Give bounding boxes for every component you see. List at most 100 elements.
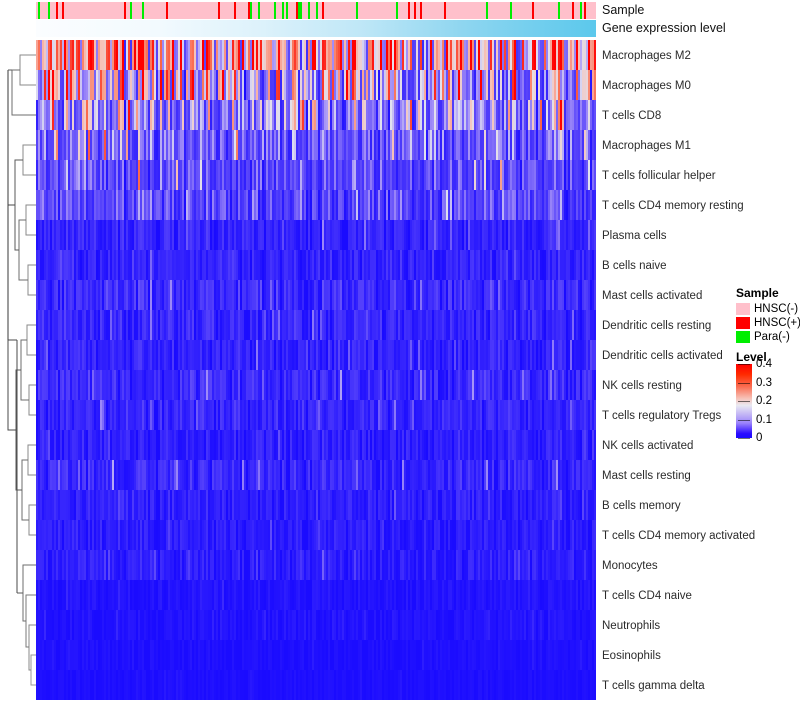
heatmap-cell [126, 40, 129, 70]
heatmap-cell [378, 160, 381, 190]
heatmap-cell [252, 40, 255, 70]
heatmap-cell [332, 70, 335, 100]
sample-stripe [584, 2, 586, 19]
heatmap-cell [288, 70, 291, 100]
heatmap-cell [562, 100, 565, 130]
heatmap-cell [422, 160, 425, 190]
heatmap-cell [248, 40, 251, 70]
heatmap-cell [386, 40, 389, 70]
heatmap-cell [428, 130, 431, 160]
heatmap-cell [518, 40, 521, 70]
heatmap-cell [222, 100, 225, 130]
heatmap-cell [106, 130, 109, 160]
heatmap-cell [366, 100, 369, 130]
heatmap-cell [158, 130, 161, 160]
heatmap-cell [112, 40, 115, 70]
heatmap-cell [46, 100, 49, 130]
heatmap-cell [144, 160, 147, 190]
heatmap-cell [594, 340, 596, 370]
heatmap-cell [150, 190, 153, 220]
heatmap-cell [184, 160, 187, 190]
heatmap-cell [230, 190, 233, 220]
heatmap-cell [442, 100, 445, 130]
heatmap-cell [254, 70, 257, 100]
heatmap-cell [170, 70, 173, 100]
heatmap-cell [60, 190, 63, 220]
heatmap-cell [46, 190, 49, 220]
heatmap-cell [586, 100, 589, 130]
heatmap-cell [160, 130, 163, 160]
heatmap-cell [234, 190, 237, 220]
heatmap-cell [40, 190, 43, 220]
heatmap-cell [250, 100, 253, 130]
sample-stripe [420, 2, 422, 19]
heatmap-cell [592, 130, 595, 160]
heatmap-cell [510, 70, 513, 100]
heatmap-cell [376, 100, 379, 130]
heatmap-cell [122, 160, 125, 190]
heatmap-cell [190, 130, 193, 160]
heatmap-cell [124, 160, 127, 190]
heatmap-cell [120, 130, 123, 160]
heatmap-cell [468, 130, 471, 160]
heatmap-cell [290, 70, 293, 100]
heatmap-cell [392, 70, 395, 100]
sample-stripe [248, 2, 250, 19]
heatmap-cell [198, 190, 201, 220]
heatmap-cell [448, 100, 451, 130]
heatmap-cell [220, 190, 223, 220]
heatmap-cell [206, 190, 209, 220]
heatmap-cell [116, 130, 119, 160]
heatmap-cell [518, 70, 521, 100]
heatmap-cell [566, 130, 569, 160]
heatmap-cell [536, 130, 539, 160]
heatmap-cell [228, 190, 231, 220]
heatmap-cell [320, 160, 323, 190]
heatmap-cell [398, 130, 401, 160]
heatmap-cell [244, 70, 247, 100]
heatmap-cell [298, 100, 301, 130]
heatmap-cell [140, 160, 143, 190]
heatmap-cell [540, 40, 543, 70]
heatmap-cell [170, 190, 173, 220]
heatmap-cell [106, 100, 109, 130]
heatmap-cell [160, 190, 163, 220]
heatmap-cell [486, 70, 489, 100]
heatmap-cell [224, 70, 227, 100]
heatmap-cell [338, 70, 341, 100]
heatmap-cell [410, 100, 413, 130]
heatmap-cell [266, 70, 269, 100]
heatmap-cell [166, 190, 169, 220]
heatmap-cell [360, 70, 363, 100]
heatmap-cell [394, 160, 397, 190]
heatmap-cell [120, 160, 123, 190]
heatmap-cell [88, 190, 91, 220]
heatmap-cell [502, 70, 505, 100]
heatmap-cell [574, 160, 577, 190]
heatmap-cell [290, 130, 293, 160]
heatmap-cell [188, 160, 191, 190]
heatmap-cell [166, 160, 169, 190]
heatmap-cell [452, 160, 455, 190]
heatmap-cell [414, 100, 417, 130]
heatmap-cell [130, 160, 133, 190]
heatmap-cell [154, 70, 157, 100]
heatmap-cell [578, 70, 581, 100]
heatmap-cell [306, 70, 309, 100]
heatmap-cell [80, 190, 83, 220]
heatmap-cell [308, 100, 311, 130]
heatmap-cell [264, 190, 267, 220]
heatmap-cell [418, 40, 421, 70]
heatmap-cell [240, 160, 243, 190]
heatmap-cell [286, 160, 289, 190]
heatmap-cell [154, 100, 157, 130]
heatmap-cell [52, 160, 55, 190]
sample-stripe [282, 2, 284, 19]
heatmap-cell [52, 40, 55, 70]
heatmap-cell [376, 70, 379, 100]
heatmap-cell [536, 40, 539, 70]
heatmap-cell [374, 100, 377, 130]
heatmap-cell [466, 100, 469, 130]
heatmap-cell [368, 100, 371, 130]
